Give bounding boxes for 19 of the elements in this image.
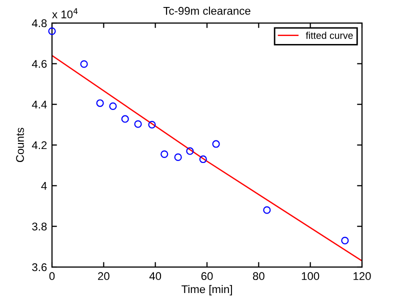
y-tick-label: 3.6: [32, 263, 47, 272]
text: x 10$^{4}$: [52, 8, 78, 18]
x-tick-label: 0: [49, 272, 55, 280]
y-tick-label: 4.8: [32, 19, 47, 28]
x-tick-label: 20: [98, 272, 110, 280]
y-tick-label: 4.2: [32, 141, 47, 150]
x-tick-label: 60: [201, 272, 213, 280]
y-tick-label: 4.6: [32, 60, 47, 68]
legend-label: fitted curve: [306, 32, 353, 39]
x-tick-label: 100: [302, 272, 320, 280]
x-axis-title: Time [min]: [182, 285, 232, 296]
y-tick-label: 4.4: [32, 100, 47, 108]
chart-title: Tc-99m clearance: [163, 6, 250, 15]
y-tick-label: 4: [41, 182, 47, 190]
y-axis-title: Counts: [16, 128, 24, 162]
x-tick-label: 80: [252, 272, 264, 280]
x-tick-label: 120: [354, 272, 371, 280]
y-tick-label: 3.8: [32, 222, 47, 230]
x-tick-label: 40: [149, 272, 162, 280]
